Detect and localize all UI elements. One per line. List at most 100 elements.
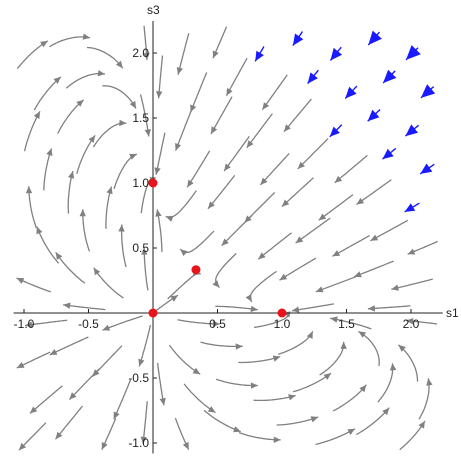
stream-arrow-68: [272, 355, 281, 362]
stream-line-49: [179, 230, 215, 254]
stream-arrow-17: [68, 171, 75, 179]
y-tick-label: -0.5: [128, 371, 149, 385]
stream-arrow-119: [420, 84, 436, 98]
stream-line-45: [183, 383, 216, 414]
stream-line-59: [215, 253, 237, 289]
stream-line-80: [291, 303, 335, 312]
stream-arrow-104: [370, 234, 379, 241]
stream-line-20: [65, 72, 106, 89]
stream-line-67: [253, 394, 296, 402]
stream-line-78: [292, 372, 332, 393]
stream-arrow-10: [40, 40, 48, 48]
stream-line-83: [281, 177, 314, 208]
y-tick-label: -1.0: [128, 436, 149, 450]
stream-line-56: [215, 378, 258, 387]
stream-arrow-36: [170, 295, 178, 302]
stream-arrow-51: [187, 179, 194, 188]
stream-arrow-12: [69, 392, 77, 400]
stream-line-64: [225, 57, 248, 97]
stream-line-70: [249, 270, 277, 303]
stream-line-16: [82, 209, 91, 252]
stream-arrow-37: [141, 247, 148, 255]
stream-line-3: [24, 319, 68, 327]
x-tick-label: 0.5: [209, 317, 226, 331]
stream-arrow-4: [16, 278, 25, 284]
stream-line-114: [391, 278, 433, 290]
stream-line-68: [238, 355, 281, 364]
stream-arrow-1: [29, 406, 38, 414]
stream-line-53: [190, 72, 208, 113]
stream-line-25: [102, 315, 143, 331]
stream-arrow-35: [138, 358, 145, 367]
x-tick-label: 2.0: [403, 317, 420, 331]
x-tick-label: -1.0: [14, 317, 35, 331]
stream-arrow-73: [260, 177, 268, 185]
stream-arrow-94: [318, 213, 327, 221]
y-axis-label: s3: [147, 3, 160, 17]
stream-line-94: [318, 194, 354, 221]
stream-arrow-112: [398, 344, 406, 352]
stream-line-79: [278, 330, 314, 355]
stream-line-18: [76, 134, 96, 174]
stream-arrow-118: [405, 124, 418, 137]
stream-line-81: [279, 257, 317, 281]
stream-line-71: [257, 232, 293, 260]
stream-arrow-86: [307, 72, 318, 84]
stream-arrow-89: [359, 384, 367, 393]
stream-arrow-3: [25, 321, 33, 328]
stream-line-30: [92, 122, 127, 148]
stream-arrow-116: [404, 203, 416, 212]
stream-line-90: [319, 341, 345, 376]
stream-line-41: [139, 94, 150, 137]
stream-line-92: [315, 276, 356, 293]
stream-arrow-28: [106, 186, 113, 195]
stream-arrow-50: [165, 215, 174, 222]
stream-line-105: [356, 179, 392, 206]
fixed-point-0: [148, 308, 158, 318]
stream-line-14: [63, 304, 106, 311]
stream-line-85: [283, 98, 312, 133]
stream-line-57: [200, 341, 243, 348]
y-tick-label: 0.5: [132, 241, 149, 255]
stream-arrow-46: [192, 367, 201, 375]
stream-arrow-93: [332, 250, 341, 257]
stream-line-1: [29, 385, 63, 414]
stream-line-88: [315, 428, 356, 446]
stream-arrows: [16, 30, 436, 451]
stream-line-29: [113, 153, 138, 189]
stream-line-58: [215, 305, 258, 311]
stream-arrow-117: [420, 163, 433, 174]
stream-arrow-67: [288, 394, 296, 401]
stream-line-82: [295, 217, 331, 244]
stream-arrow-43: [143, 52, 150, 60]
stream-line-42: [157, 55, 164, 99]
stream-line-24: [91, 345, 123, 378]
stream-arrow-54: [176, 67, 183, 75]
stream-arrow-84: [297, 161, 305, 169]
stream-line-52: [174, 110, 192, 151]
stream-arrow-23: [113, 411, 120, 420]
stream-arrow-34: [159, 397, 166, 406]
stream-arrow-30: [119, 119, 127, 127]
stream-arrow-80: [291, 306, 300, 313]
stream-arrow-40: [154, 167, 161, 175]
stream-line-35: [138, 324, 152, 367]
stream-arrow-21: [82, 33, 91, 40]
stream-line-84: [297, 138, 329, 170]
y-tick-label: 1.5: [132, 111, 149, 125]
stream-arrow-85: [284, 124, 291, 132]
stream-arrow-60: [221, 238, 229, 246]
stream-arrow-13: [49, 349, 58, 355]
stream-line-77: [276, 416, 319, 426]
stream-line-38: [156, 209, 163, 252]
stream-arrow-108: [383, 69, 397, 83]
stream-arrow-65: [212, 50, 219, 59]
stream-arrow-88: [347, 428, 355, 435]
stream-line-112: [397, 344, 419, 382]
stream-arrow-45: [207, 406, 216, 413]
stream-arrow-105: [356, 197, 365, 205]
axes: [13, 21, 443, 454]
stream-line-7: [43, 148, 53, 191]
stream-arrow-42: [156, 91, 163, 99]
